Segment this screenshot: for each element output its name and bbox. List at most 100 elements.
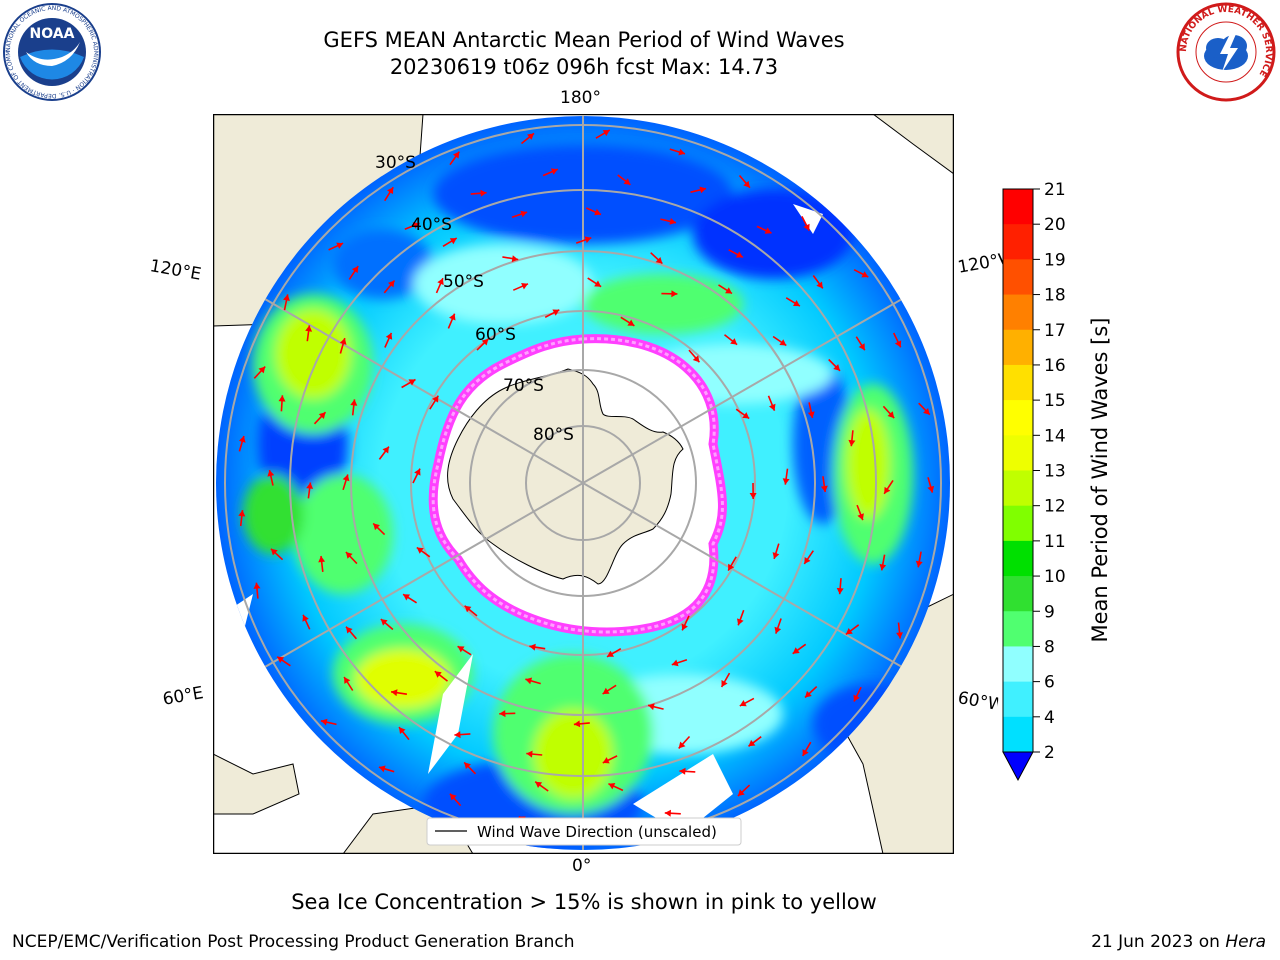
noaa-logo-text: NOAA — [30, 26, 75, 42]
wave-direction-arrowhead — [805, 690, 812, 698]
wave-direction-arrowhead — [434, 671, 442, 678]
wave-direction-arrowhead — [573, 720, 581, 728]
wave-direction-arrowhead — [782, 478, 790, 485]
wave-direction-arrowhead — [923, 408, 930, 415]
wave-direction-arrowhead — [378, 765, 386, 773]
date-stamp: 21 Jun 2023 on Hera — [1091, 932, 1266, 952]
wave-direction-arrowhead — [848, 439, 856, 447]
wave-direction-arrowhead — [267, 470, 275, 477]
wave-direction-arrowhead — [721, 680, 728, 687]
wave-direction-arrowhead — [804, 557, 811, 564]
wave-direction-arrowhead — [594, 280, 602, 287]
lat-label-60s: 60°S — [475, 325, 516, 345]
colorbar-block — [1003, 259, 1033, 296]
colorbar-tick-label: 8 — [1044, 637, 1055, 657]
wave-direction-arrowhead — [412, 222, 420, 229]
wave-direction-arrowhead — [742, 412, 750, 419]
wave-direction-arrowhead — [853, 694, 860, 702]
wave-direction-arrowhead — [669, 218, 676, 225]
chart-title: GEFS MEAN Antarctic Mean Period of Wind … — [323, 28, 845, 52]
wave-direction-arrowhead — [648, 703, 655, 711]
wave-direction-arrowhead — [306, 482, 314, 489]
wave-direction-arrowhead — [454, 731, 461, 739]
wave-direction-arrowhead — [449, 238, 457, 245]
colorbar-block — [1003, 576, 1033, 612]
colorbar-tick-label: 12 — [1044, 497, 1066, 517]
wave-direction-arrowhead — [388, 280, 395, 288]
madagascar-land — [213, 753, 300, 815]
wave-direction-arrowhead — [318, 556, 326, 563]
wave-direction-arrowhead — [779, 339, 787, 346]
wave-direction-arrowhead — [627, 319, 635, 326]
colorbar-block — [1003, 540, 1033, 577]
wave-direction-arrowhead — [346, 626, 353, 634]
wave-direction-arrowhead — [318, 412, 326, 419]
wave-direction-arrowhead — [915, 560, 923, 568]
wave-direction-arrowhead — [681, 623, 688, 631]
colorbar-label: Mean Period of Wind Waves [s] — [1088, 318, 1112, 643]
colorbar-tick-label: 20 — [1044, 215, 1066, 235]
wave-direction-arrowhead — [238, 436, 246, 443]
wave-direction-arrowhead — [373, 523, 380, 531]
wave-direction-arrowhead — [449, 793, 457, 801]
wave-direction-arrowhead — [437, 278, 444, 286]
wave-direction-arrowhead — [238, 510, 246, 517]
north-pacific-coast — [872, 114, 954, 175]
credit-text: NCEP/EMC/Verification Post Processing Pr… — [12, 932, 575, 952]
wave-direction-arrowhead — [739, 700, 747, 707]
sea-ice-note: Sea Ice Concentration > 15% is shown in … — [291, 890, 877, 914]
wave-direction-arrowhead — [774, 626, 782, 634]
wave-direction-arrowhead — [896, 632, 903, 639]
lat-label-80s: 80°S — [533, 425, 574, 445]
wave-direction-arrowhead — [382, 446, 389, 454]
wave-direction-arrowhead — [520, 210, 528, 218]
colorbar-tick-label: 10 — [1044, 567, 1066, 587]
colorbar-ticks: 21 20 19 18 17 16 15 14 13 12 11 10 9 8 6 4 2 — [1033, 180, 1066, 763]
colorbar-tick-label: 14 — [1044, 426, 1066, 446]
wave-direction-arrowhead — [480, 189, 487, 197]
wave-direction-arrowhead — [671, 290, 678, 298]
colorbar-block — [1003, 329, 1033, 366]
wave-direction-arrowhead — [671, 659, 679, 667]
colorbar-tick-label: 15 — [1044, 391, 1066, 411]
wave-direction-arrowhead — [679, 767, 686, 775]
wave-direction-arrowhead — [816, 281, 823, 289]
wave-direction-arrowhead — [320, 718, 328, 726]
wave-direction-arrowhead — [858, 343, 865, 351]
colorbar-tick-label: 9 — [1044, 602, 1055, 622]
wave-direction-arrowhead — [342, 474, 350, 482]
legend-label: Wind Wave Direction (unscaled) — [477, 823, 717, 841]
wave-direction-arrowhead — [602, 757, 610, 764]
wave-direction-arrowhead — [283, 294, 290, 301]
colorbar-block — [1003, 611, 1033, 647]
colorbar-block — [1003, 400, 1033, 436]
wave-direction-arrowhead — [344, 677, 351, 684]
antarctica-land — [447, 368, 684, 585]
lon-label-60e: 60°E — [161, 683, 205, 710]
colorbar-block — [1003, 294, 1033, 331]
wave-direction-arrowhead — [664, 809, 671, 817]
wave-direction-arrowhead — [380, 619, 388, 626]
wave-direction-arrowhead — [748, 739, 756, 747]
wave-direction-arrowhead — [836, 587, 844, 595]
colorbar-block — [1003, 470, 1033, 507]
wave-direction-arrowhead — [403, 594, 410, 601]
wave-direction-arrowhead — [857, 513, 864, 521]
wave-direction-arrowhead — [550, 168, 558, 175]
wave-direction-arrowhead — [737, 618, 744, 626]
wave-direction-arrowhead — [345, 552, 353, 559]
wave-direction-arrowhead — [737, 789, 745, 796]
wave-direction-arrowhead — [655, 257, 663, 264]
lon-label-120e: 120°E — [148, 256, 203, 285]
chart-subtitle: 20230619 t06z 096h fcst Max: 14.73 — [389, 55, 779, 79]
wave-direction-arrowhead — [678, 148, 685, 156]
wave-direction-arrowhead — [258, 366, 266, 374]
wave-direction-arrowhead — [927, 485, 935, 493]
wave-direction-arrowhead — [728, 563, 735, 571]
colorbar-tick-label: 21 — [1044, 180, 1066, 200]
wave-direction-arrowhead — [481, 338, 489, 346]
wave-direction-arrowhead — [894, 340, 902, 348]
wave-direction-arrowhead — [391, 689, 398, 697]
wave-direction-arrowhead — [735, 251, 743, 258]
colorbar-tick-label: 16 — [1044, 356, 1066, 376]
